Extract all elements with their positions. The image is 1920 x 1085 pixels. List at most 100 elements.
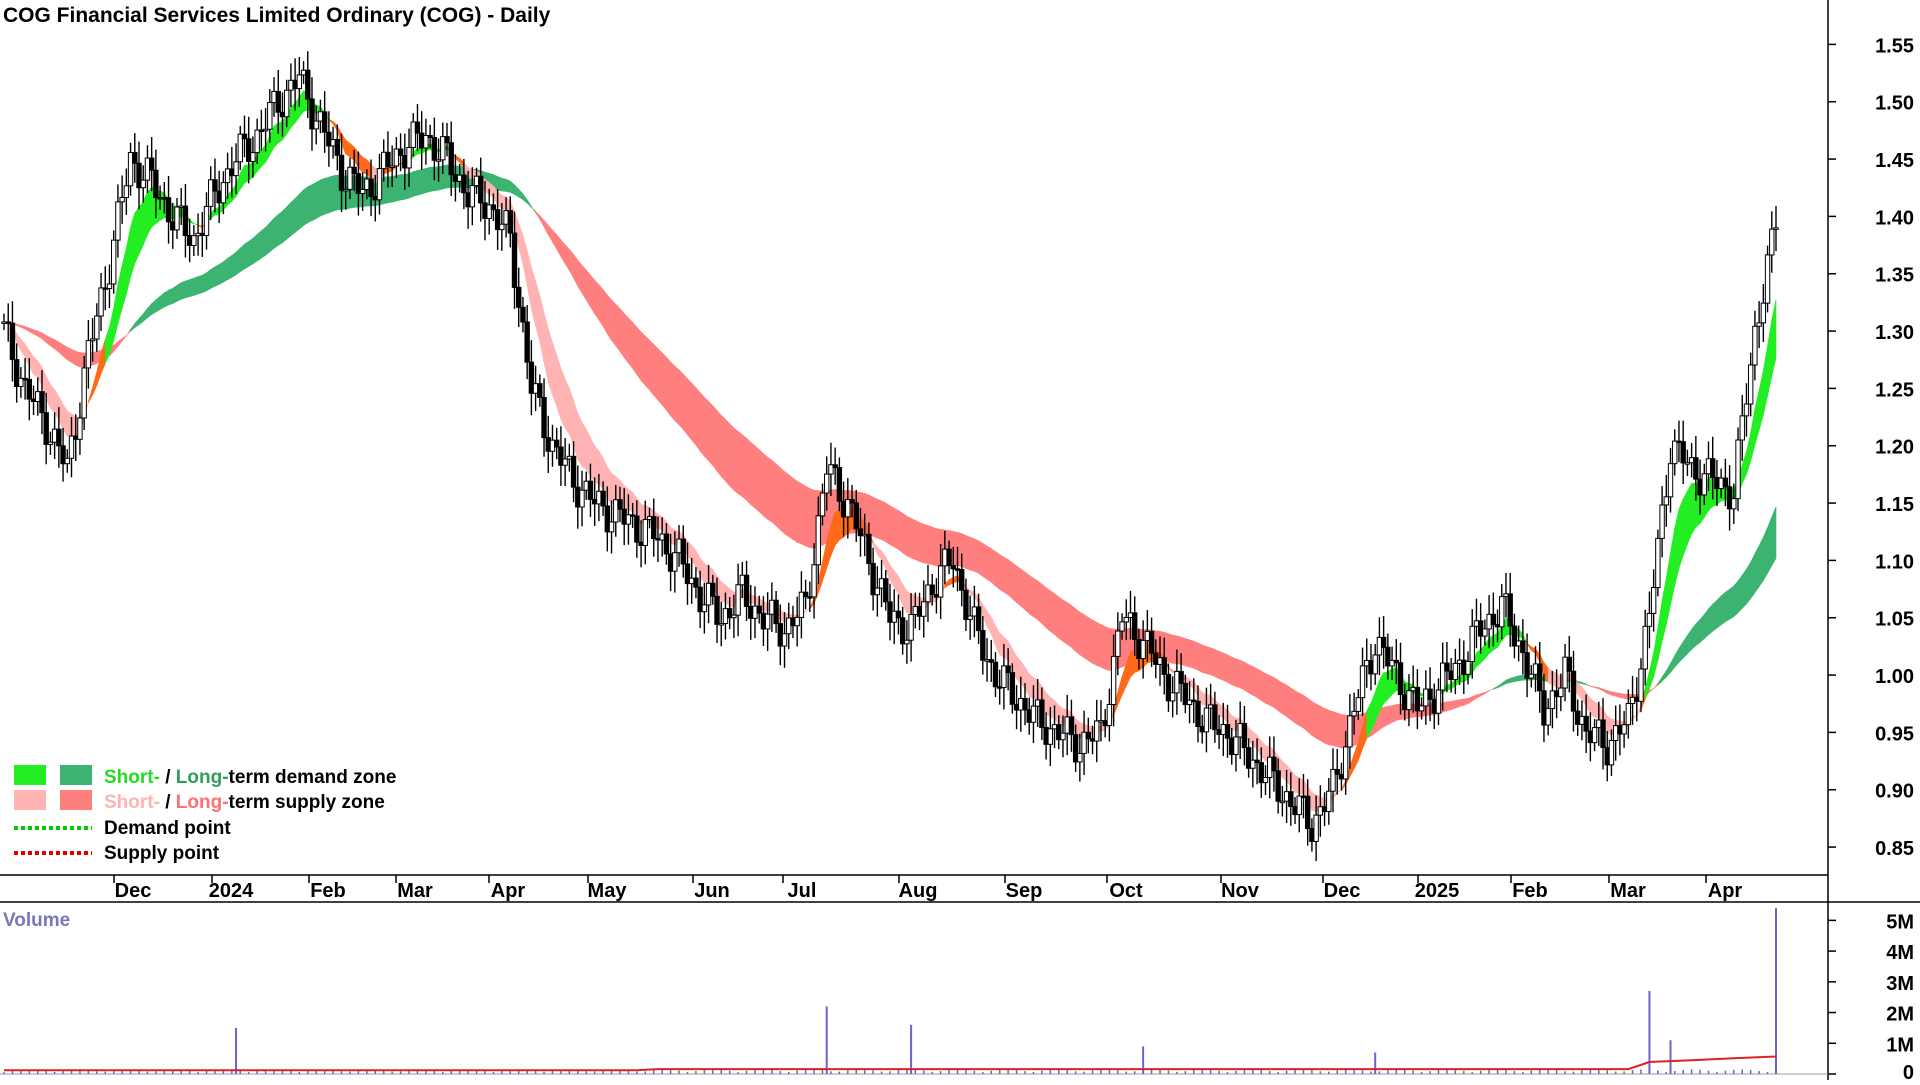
price-bar-body: [850, 500, 854, 503]
long-term-zone-segment: [1308, 698, 1312, 735]
long-term-zone-segment: [253, 235, 257, 264]
price-bar-body: [1592, 728, 1596, 743]
volume-label: Volume: [3, 910, 70, 931]
price-bar-body: [1314, 815, 1318, 841]
long-term-zone-segment: [207, 270, 211, 291]
long-term-zone-segment: [586, 270, 590, 307]
price-bar-body: [571, 456, 575, 487]
long-term-zone-segment: [793, 478, 797, 542]
price-bar-body: [816, 516, 820, 565]
legend-supply-zone: Short- / Long-term supply zone: [104, 792, 385, 813]
price-bar-body: [1445, 663, 1449, 671]
month-label: Jun: [694, 880, 730, 902]
price-bar-body: [765, 614, 769, 629]
price-bar-body: [1040, 700, 1044, 727]
long-term-zone-segment: [257, 231, 261, 261]
long-term-zone-segment: [700, 393, 704, 457]
long-term-zone-segment: [1021, 569, 1025, 610]
long-term-zone-segment: [785, 472, 789, 537]
price-bar-body: [1327, 791, 1331, 811]
price-bar-body: [673, 553, 677, 572]
price-bar-body: [930, 585, 934, 595]
long-term-zone-segment: [426, 167, 430, 192]
price-bar-body: [588, 481, 592, 499]
price-bar-body: [166, 198, 170, 222]
price-bar-body: [521, 307, 525, 322]
price-bar-body: [133, 153, 137, 164]
long-term-zone-segment: [312, 182, 316, 220]
long-term-zone-segment: [177, 283, 181, 302]
price-tick-label: 1.30: [1875, 322, 1914, 344]
long-term-zone-segment: [1105, 627, 1109, 671]
long-term-zone-segment: [1388, 706, 1392, 725]
long-term-zone-segment: [413, 170, 417, 196]
price-bar-body: [1204, 708, 1208, 732]
price-bar-body: [1381, 637, 1385, 647]
long-term-zone-segment: [590, 275, 594, 314]
short-term-zone-segment: [135, 207, 139, 263]
long-term-zone-segment: [1076, 609, 1080, 655]
price-bar-body: [1757, 323, 1761, 326]
legend-supply-sep: /: [160, 792, 176, 813]
long-term-zone-segment: [1093, 620, 1097, 665]
long-term-zone-segment: [894, 508, 898, 549]
long-term-zone-segment: [1071, 605, 1075, 651]
long-term-zone-segment: [316, 180, 320, 219]
long-term-zone-segment: [1101, 625, 1105, 670]
price-bar-body: [711, 583, 715, 596]
long-term-zone-segment: [789, 475, 793, 540]
price-bar-body: [1196, 701, 1200, 726]
price-bar-body: [580, 490, 584, 507]
short-term-zone-segment: [1679, 499, 1683, 568]
long-term-zone-segment: [249, 238, 253, 266]
long-term-zone-segment: [730, 424, 734, 491]
long-term-zone-segment: [1244, 662, 1248, 693]
long-term-zone-segment: [219, 262, 223, 285]
long-term-zone-segment: [1304, 695, 1308, 731]
long-term-zone-segment: [1084, 615, 1088, 661]
long-term-zone-segment: [1337, 713, 1341, 748]
long-term-zone-segment: [232, 252, 236, 277]
long-term-zone-segment: [1046, 588, 1050, 632]
long-term-zone-segment: [1169, 634, 1173, 664]
price-bar-body: [44, 413, 48, 445]
price-bar-body: [1048, 729, 1052, 744]
price-bar-body: [1086, 732, 1090, 738]
long-term-zone-segment: [801, 484, 805, 546]
month-label: Dec: [115, 880, 152, 902]
price-bar-body: [1133, 613, 1137, 640]
price-bar-body: [1694, 458, 1698, 479]
long-term-zone-segment: [1266, 674, 1270, 706]
price-bar-body: [517, 287, 521, 307]
price-bar-body: [1664, 497, 1668, 505]
long-term-zone-segment: [1211, 648, 1215, 677]
price-bar-body: [1213, 705, 1217, 730]
price-bar-body: [1335, 769, 1339, 774]
long-term-zone-segment: [1012, 563, 1016, 603]
long-term-zone-segment: [1510, 677, 1514, 682]
long-term-zone-segment: [1219, 651, 1223, 680]
long-term-zone-segment: [418, 170, 422, 196]
price-bar-body: [284, 90, 288, 117]
price-bar-body: [360, 190, 364, 194]
long-term-zone-segment: [223, 258, 227, 282]
price-bar-body: [884, 579, 888, 602]
long-term-zone-segment: [1253, 667, 1257, 698]
long-term-zone-segment: [1278, 680, 1282, 714]
price-bar-body: [875, 588, 879, 595]
price-bar-body: [1770, 229, 1774, 255]
long-term-zone-segment: [882, 501, 886, 542]
price-bar-body: [1373, 655, 1377, 674]
long-term-zone-segment: [768, 457, 772, 522]
long-term-zone-segment: [679, 370, 683, 430]
price-bar-body: [1626, 703, 1630, 724]
long-term-zone-segment: [806, 486, 810, 548]
long-term-zone-segment: [797, 481, 801, 544]
short-term-zone-segment: [578, 413, 582, 466]
price-bar-body: [1639, 669, 1643, 701]
long-term-zone-segment: [751, 442, 755, 508]
legend-demand-zone: Short- / Long-term demand zone: [104, 767, 396, 788]
price-bar-body: [1740, 416, 1744, 440]
